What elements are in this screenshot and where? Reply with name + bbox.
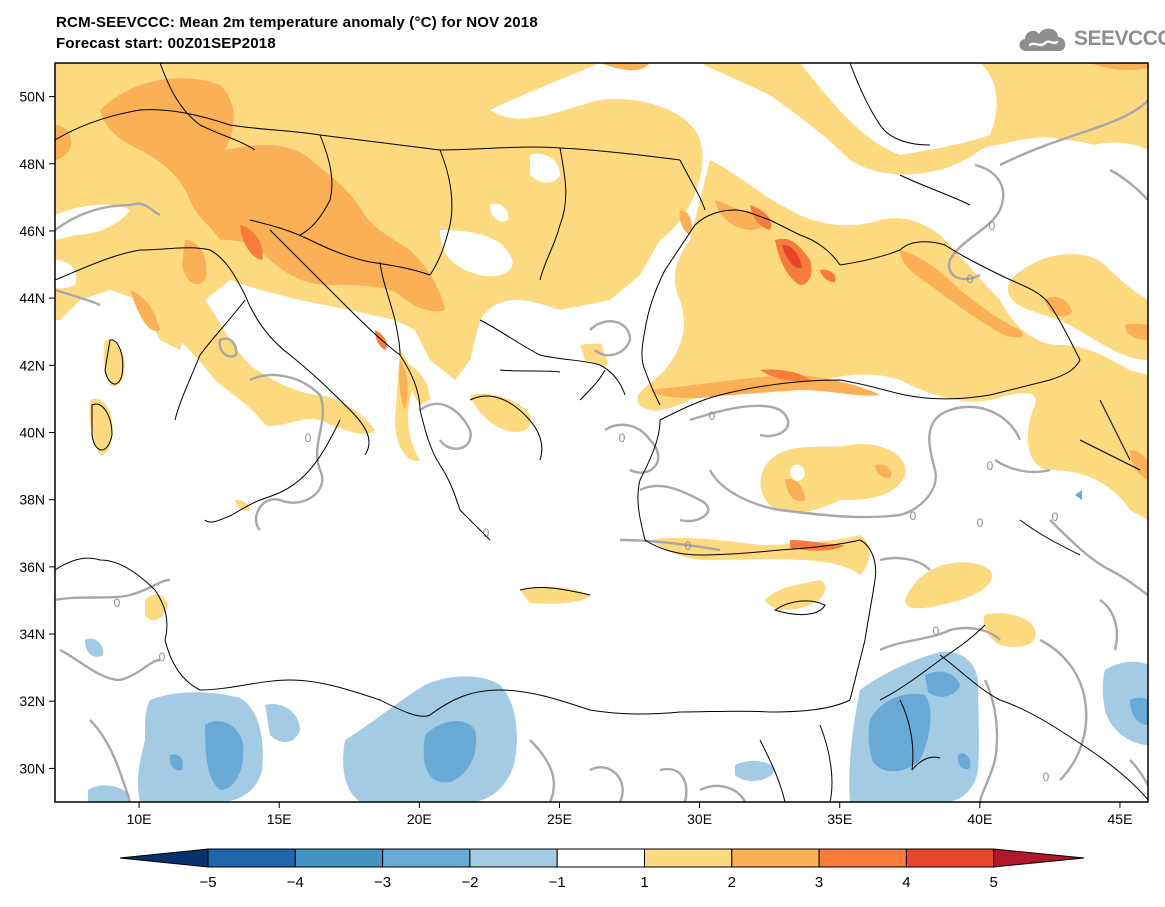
- forecast-start-label: Forecast start: 00Z01SEP2018: [56, 35, 276, 52]
- lat-tick-label: 42N: [19, 357, 45, 373]
- colorbar-segment: [207, 848, 296, 868]
- lat-tick-label: 40N: [19, 425, 45, 441]
- lon-tick-label: 30E: [687, 811, 712, 827]
- colorbar-segment: [469, 848, 558, 868]
- longitude-axis: 10E 15E 20E 25E 30E 35E 40E 45E: [127, 802, 1133, 827]
- colorbar-label: 5: [990, 874, 998, 891]
- contour-label: 0: [619, 431, 626, 445]
- contour-label: 0: [933, 624, 940, 638]
- colorbar-label: −2: [461, 874, 478, 891]
- colorbar-label: −1: [549, 874, 566, 891]
- colorbar-segment: [818, 848, 907, 868]
- colorbar-segment: [644, 848, 733, 868]
- lat-tick-label: 36N: [19, 559, 45, 575]
- lon-tick-label: 15E: [267, 811, 292, 827]
- colorbar-segment: [731, 848, 820, 868]
- contour-label: 0: [483, 526, 490, 540]
- anomaly-field: 0 0 0 0 0 0 0 0 0 0 0 0 0 0 0: [55, 63, 1148, 802]
- lat-tick-label: 32N: [19, 693, 45, 709]
- colorbar-segment: [905, 848, 995, 868]
- colorbar-arrow-low: [119, 848, 209, 868]
- contour-label: 0: [977, 516, 984, 530]
- colorbar-arrow-high: [993, 848, 1085, 868]
- lon-tick-label: 35E: [827, 811, 852, 827]
- colorbar-segment: [556, 848, 646, 868]
- contour-label: 0: [114, 596, 121, 610]
- colorbar-label: −5: [199, 874, 216, 891]
- logo-text: SEEVCCC: [1074, 27, 1165, 50]
- contour-labels: 0 0 0 0 0 0 0 0 0 0 0 0 0 0 0: [114, 219, 1059, 784]
- contour-label: 0: [1043, 770, 1050, 784]
- colorbar-label: 3: [815, 874, 823, 891]
- contour-label: 0: [910, 509, 917, 523]
- colorbar-label: 2: [728, 874, 736, 891]
- contour-label: 0: [709, 409, 716, 423]
- lat-tick-label: 30N: [19, 760, 45, 776]
- seevccc-logo: SEEVCCC: [1016, 22, 1165, 56]
- colorbar-segment: [294, 848, 384, 868]
- contour-label: 0: [967, 272, 974, 286]
- cool-anomaly-2-3-areas: [169, 490, 1148, 790]
- colorbar-label: 1: [640, 874, 648, 891]
- contour-label: 0: [989, 219, 996, 233]
- contour-label: 0: [305, 431, 312, 445]
- cloud-icon: [1019, 28, 1066, 51]
- colorbar-label: 4: [902, 874, 910, 891]
- colorbar-label: −3: [374, 874, 391, 891]
- lat-tick-label: 34N: [19, 626, 45, 642]
- contour-label: 0: [685, 539, 692, 553]
- lon-tick-label: 10E: [127, 811, 152, 827]
- map-title: RCM-SEEVCCC: Mean 2m temperature anomaly…: [56, 14, 538, 31]
- contour-label: 0: [987, 459, 994, 473]
- lon-tick-label: 25E: [547, 811, 572, 827]
- lon-tick-label: 45E: [1108, 811, 1133, 827]
- colorbar-segment: [382, 848, 471, 868]
- colorbar: −5 −4 −3 −2 −1 1 2 3 4 5: [119, 848, 1085, 891]
- zero-contours: [55, 99, 1148, 802]
- contour-label: 0: [159, 650, 166, 664]
- lon-tick-label: 20E: [407, 811, 432, 827]
- lat-tick-label: 46N: [19, 223, 45, 239]
- lat-tick-label: 50N: [19, 89, 45, 105]
- colorbar-label: −4: [287, 874, 304, 891]
- coastlines-and-borders: [55, 63, 1148, 802]
- contour-label: 0: [1052, 510, 1059, 524]
- lat-tick-label: 44N: [19, 290, 45, 306]
- lat-tick-label: 38N: [19, 492, 45, 508]
- lon-tick-label: 40E: [967, 811, 992, 827]
- lat-tick-label: 48N: [19, 156, 45, 172]
- latitude-axis: 50N 48N 46N 44N 42N 40N 38N 36N 34N 32N 30N: [19, 89, 55, 776]
